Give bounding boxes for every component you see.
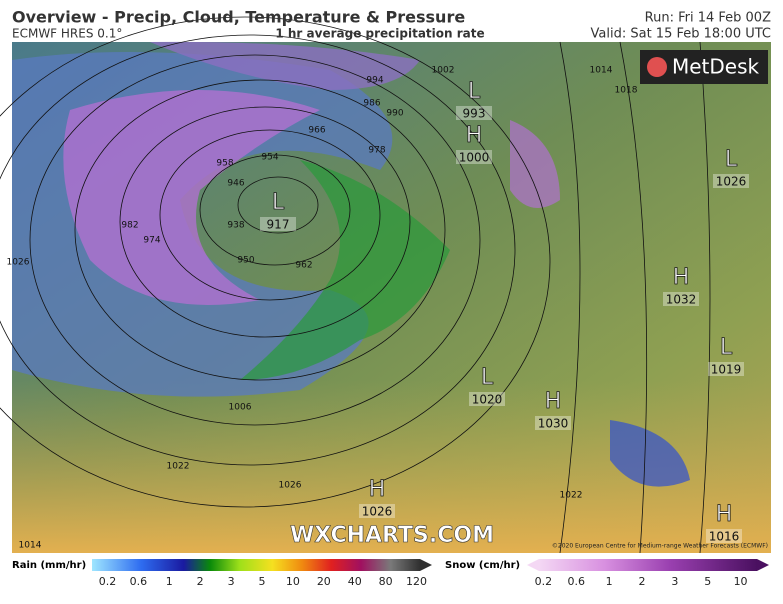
- rain-tick-label: 2: [197, 575, 204, 588]
- isobar-label: 1014: [19, 541, 42, 551]
- snow-tick-label: 0.2: [535, 575, 553, 588]
- pressure-value: 1020: [472, 393, 503, 407]
- subtitle: 1 hr average precipitation rate: [275, 27, 484, 41]
- pressure-value: 1016: [709, 530, 740, 544]
- pressure-value: 1032: [666, 293, 697, 307]
- rain-tick-label: 5: [259, 575, 266, 588]
- snow-arrow: [757, 559, 769, 571]
- pressure-letter: H: [716, 502, 733, 527]
- isobar-label: 978: [368, 146, 385, 156]
- isobar-label: 958: [216, 159, 233, 169]
- value-box: [359, 504, 395, 518]
- isobar-label: 974: [143, 236, 160, 246]
- rain-tick-label: 120: [406, 575, 427, 588]
- value-box: [706, 529, 742, 543]
- rain-tick-label: 1: [166, 575, 173, 588]
- isobar-label: 1022: [560, 491, 583, 501]
- pressure-value: 993: [463, 107, 486, 121]
- rain-arrow: [420, 559, 432, 571]
- isobar-label: 938: [227, 221, 244, 231]
- isobar-label: 990: [386, 109, 403, 119]
- pressure-value: 1030: [538, 417, 569, 431]
- snow-tick-label: 3: [671, 575, 678, 588]
- rain-label: Rain (mm/hr): [12, 560, 86, 571]
- isobar-label: 986: [363, 99, 380, 109]
- isobar-label: 994: [366, 76, 383, 86]
- value-box: [535, 416, 571, 430]
- rain-tick-label: 3: [228, 575, 235, 588]
- isobar-label: 1022: [167, 462, 190, 472]
- isobar-label: 1026: [279, 481, 302, 491]
- valid: Valid: Sat 15 Feb 18:00 UTC: [591, 27, 771, 42]
- value-box: [260, 217, 296, 231]
- value-box: [469, 392, 505, 406]
- snow-tick-label: 1: [606, 575, 613, 588]
- pressure-value: 1026: [716, 175, 747, 189]
- watermark: WXCHARTS.COM: [290, 523, 494, 548]
- snow-arrow: [527, 559, 539, 571]
- isobar-label: 950: [237, 256, 254, 266]
- snow-tick-label: 2: [639, 575, 646, 588]
- isobar-label: 1006: [229, 403, 252, 413]
- value-box: [663, 292, 699, 306]
- snow-tick-label: 10: [734, 575, 748, 588]
- isobar-label: 954: [261, 153, 278, 163]
- run: Run: Fri 14 Feb 00Z: [645, 11, 771, 26]
- pressure-letter: L: [720, 335, 733, 360]
- pressure-value: 1019: [711, 363, 742, 377]
- rain-tick-label: 20: [317, 575, 331, 588]
- snow-tick-label: 0.6: [568, 575, 586, 588]
- isobar-label: 1002: [432, 66, 455, 76]
- pressure-letter: L: [468, 79, 481, 104]
- isobar-label: 982: [121, 221, 138, 231]
- rain-tick-label: 10: [286, 575, 300, 588]
- isobar-label: 1018: [615, 86, 638, 96]
- snow-tick-label: 5: [704, 575, 711, 588]
- snow-bar: [539, 559, 757, 571]
- isobar-label: 962: [295, 261, 312, 271]
- logo-box: MetDesk: [640, 50, 768, 84]
- pressure-value: 1026: [362, 505, 393, 519]
- value-box: [708, 362, 744, 376]
- value-box: [713, 174, 749, 188]
- value-box: [456, 150, 492, 164]
- pressure-letter: H: [369, 477, 386, 502]
- rain-tick-label: 0.6: [130, 575, 148, 588]
- rain-tick-label: 0.2: [99, 575, 117, 588]
- pressure-letter: L: [272, 190, 285, 215]
- pressure-letter: L: [481, 365, 494, 390]
- value-box: [456, 106, 492, 120]
- pressure-letter: L: [725, 147, 738, 172]
- rain-tick-label: 80: [379, 575, 393, 588]
- isobar-label: 1026: [7, 258, 30, 268]
- logo: MetDesk: [672, 55, 760, 79]
- isobar-label: 946: [227, 179, 244, 189]
- rain-bar: [92, 559, 420, 571]
- pressure-value: 1000: [459, 151, 490, 165]
- title: Overview - Precip, Cloud, Temperature & …: [12, 8, 465, 27]
- snow-label: Snow (cm/hr): [445, 560, 520, 571]
- model: ECMWF HRES 0.1°: [12, 27, 122, 41]
- pressure-letter: H: [673, 265, 690, 290]
- map: MetDesk WXCHARTS.COM ©2020 European Cent…: [0, 16, 771, 554]
- pressure-letter: H: [466, 123, 483, 148]
- rain-tick-label: 40: [348, 575, 362, 588]
- pressure-value: 917: [267, 218, 290, 232]
- copyright: ©2020 European Centre for Medium-range W…: [552, 543, 768, 550]
- isobar-label: 966: [308, 126, 325, 136]
- pressure-letter: H: [545, 389, 562, 414]
- isobar-label: 1014: [590, 66, 613, 76]
